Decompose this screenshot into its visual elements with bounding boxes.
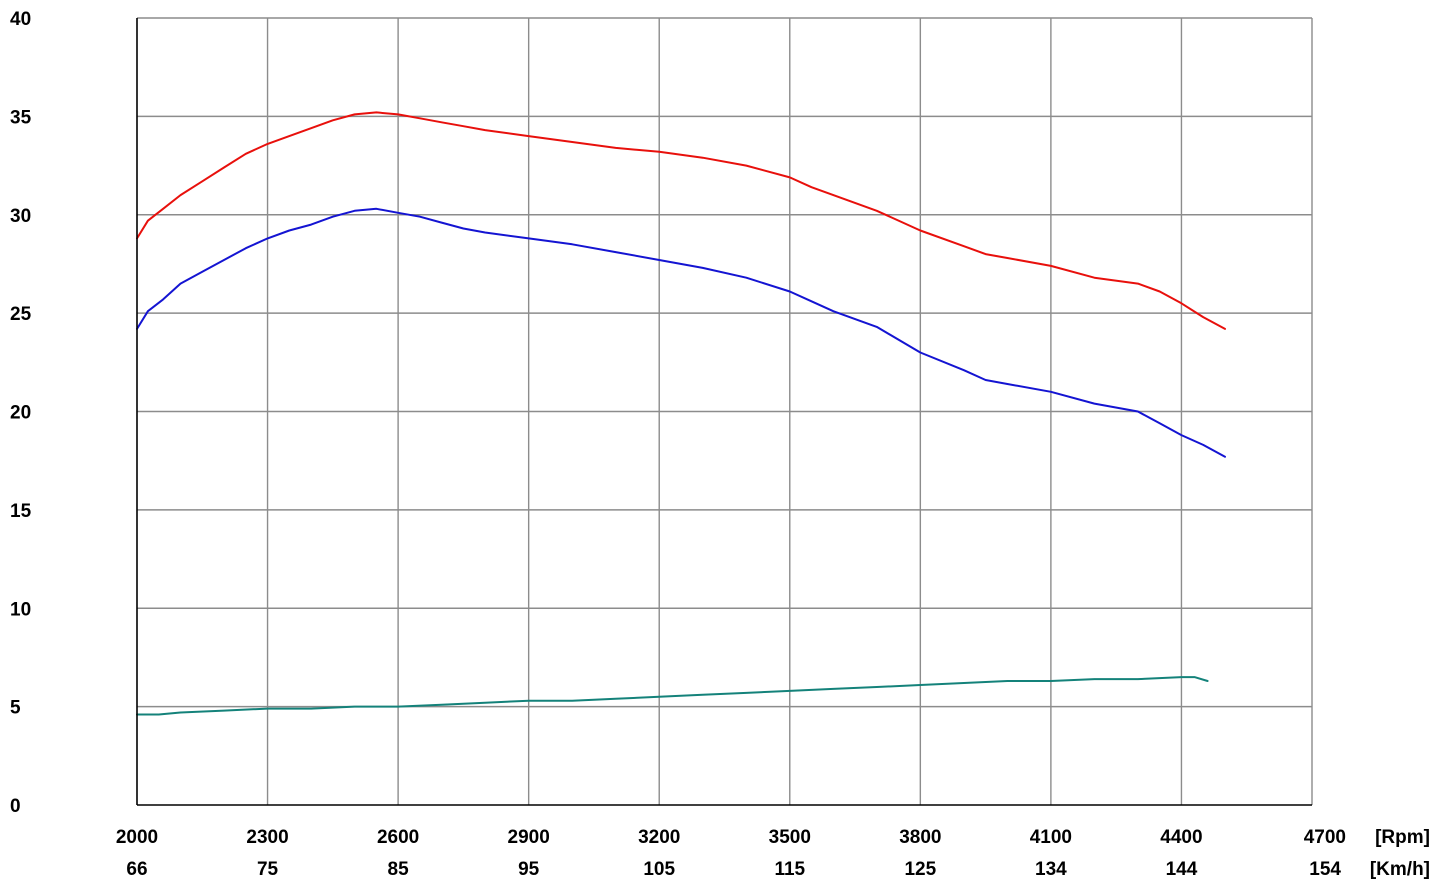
x2-tick-label: 105 [643,859,675,880]
y-tick-label: 15 [10,501,32,522]
x2-tick-label: 85 [388,859,410,880]
y-tick-label: 35 [10,107,32,128]
x-tick-label: 2600 [377,827,419,848]
x-tick-label: 4100 [1030,827,1072,848]
x-tick-label: 4700 [1304,827,1346,848]
series-lines [136,111,1226,716]
y-tick-label: 0 [10,796,21,817]
axes [136,18,1312,806]
x2-unit-label: [Km/h] [1370,859,1430,880]
x2-tick-label: 154 [1309,859,1341,880]
x2-tick-label: 75 [257,859,279,880]
x2-tick-label: 115 [774,859,805,880]
tick-labels: 0 5 10 15 20 25 30 35 40 2000 66 2300 75 2600 85 2900 95… [10,9,1430,880]
y-tick-label: 25 [10,304,32,325]
x-tick-label: 3500 [769,827,811,848]
x2-tick-label: 95 [518,859,540,880]
y-tick-label: 10 [10,599,31,620]
x-tick-label: 2000 [116,827,158,848]
x2-tick-label: 66 [126,859,147,880]
x-tick-label: 3800 [899,827,941,848]
x2-tick-label: 125 [904,859,936,880]
y-tick-label: 20 [10,403,31,424]
y-tick-label: 5 [10,698,21,719]
series-line-1 [136,111,1226,330]
grid [137,17,1313,805]
y-tick-label: 40 [10,9,31,30]
x2-tick-label: 134 [1035,859,1067,880]
y-tick-label: 30 [10,206,31,227]
x-tick-label: 2900 [508,827,550,848]
x2-tick-label: 144 [1166,859,1198,880]
x-unit-label: [Rpm] [1375,827,1430,848]
x-tick-label: 3200 [638,827,680,848]
x-tick-label: 4400 [1160,827,1202,848]
x-tick-label: 2300 [246,827,288,848]
series-line-3 [136,676,1209,716]
series-line-2 [136,207,1226,458]
